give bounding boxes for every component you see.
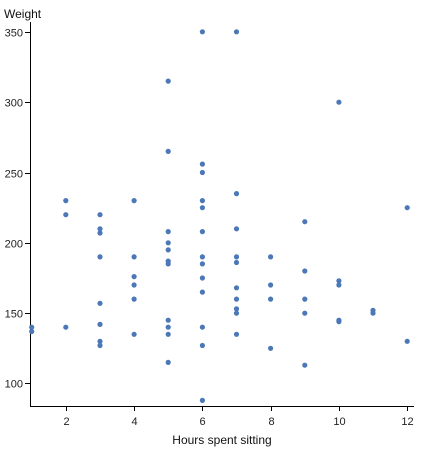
data-point	[233, 29, 240, 35]
data-point	[131, 274, 137, 280]
y-tick-label: 250	[5, 169, 23, 181]
data-point	[199, 397, 205, 403]
data-point	[233, 310, 240, 316]
data-point	[233, 306, 240, 312]
data-point	[97, 338, 103, 344]
y-axis-title: Weight	[4, 7, 42, 21]
x-tick-label: 10	[333, 416, 345, 428]
y-tick-label: 150	[5, 309, 23, 321]
data-point	[199, 275, 205, 281]
data-point	[131, 296, 137, 302]
data-point	[199, 161, 205, 167]
data-point	[165, 229, 171, 235]
data-point	[336, 278, 342, 284]
data-points	[29, 29, 410, 403]
data-point	[233, 226, 240, 232]
data-point	[199, 324, 205, 330]
data-point	[199, 198, 205, 204]
x-axis-ticks: 2 4 6 8 10 12	[63, 406, 414, 428]
x-tick-label: 12	[401, 416, 413, 428]
data-point	[165, 331, 171, 337]
y-tick-label: 200	[5, 239, 23, 251]
data-point	[131, 198, 137, 204]
y-tick-label: 350	[5, 28, 23, 40]
data-point	[165, 247, 171, 253]
data-point	[165, 240, 171, 246]
data-point	[29, 324, 35, 330]
data-point	[199, 205, 205, 211]
data-point	[199, 169, 205, 176]
data-point	[131, 331, 137, 337]
data-point	[165, 78, 171, 84]
data-point	[233, 296, 240, 302]
data-point	[199, 29, 205, 35]
data-point	[268, 296, 274, 302]
data-point	[404, 205, 410, 211]
data-point	[97, 321, 103, 327]
y-tick-label: 100	[5, 379, 23, 391]
data-point	[233, 259, 240, 266]
y-tick-label: 300	[5, 98, 23, 110]
data-point	[268, 254, 274, 260]
x-axis-title: Hours spent sitting	[172, 433, 271, 447]
data-point	[199, 342, 205, 349]
data-point	[336, 282, 342, 288]
data-point	[199, 289, 205, 295]
data-point	[268, 345, 274, 351]
data-point	[63, 212, 69, 218]
data-point	[336, 319, 342, 325]
data-point	[336, 99, 342, 105]
data-point	[165, 324, 171, 330]
data-point	[97, 212, 103, 218]
data-point	[97, 254, 103, 260]
data-point	[63, 198, 69, 204]
data-point	[268, 282, 274, 288]
data-point	[199, 254, 205, 260]
data-point	[63, 324, 69, 330]
y-axis-ticks: 100 150 200 250 300 350	[5, 28, 30, 391]
data-point	[233, 331, 240, 337]
data-point	[165, 359, 171, 365]
data-point	[97, 226, 103, 232]
data-point	[302, 362, 308, 368]
data-point	[97, 300, 103, 306]
data-point	[165, 261, 171, 267]
data-point	[165, 148, 171, 154]
data-point	[131, 282, 137, 288]
data-point	[233, 285, 240, 291]
data-point	[302, 268, 308, 274]
data-point	[404, 338, 410, 344]
data-point	[302, 310, 308, 316]
data-point	[302, 219, 308, 225]
x-tick-label: 2	[63, 416, 69, 428]
data-point	[29, 328, 35, 335]
x-tick-label: 6	[199, 416, 205, 428]
data-point	[199, 229, 205, 235]
x-tick-label: 4	[131, 416, 137, 428]
data-point	[165, 317, 171, 323]
data-point	[131, 254, 137, 260]
data-point	[233, 254, 240, 260]
x-tick-label: 8	[268, 416, 274, 428]
data-point	[370, 310, 376, 316]
data-point	[199, 261, 205, 267]
data-point	[97, 230, 103, 236]
data-point	[97, 342, 103, 349]
data-point	[233, 191, 240, 197]
data-point	[302, 296, 308, 302]
